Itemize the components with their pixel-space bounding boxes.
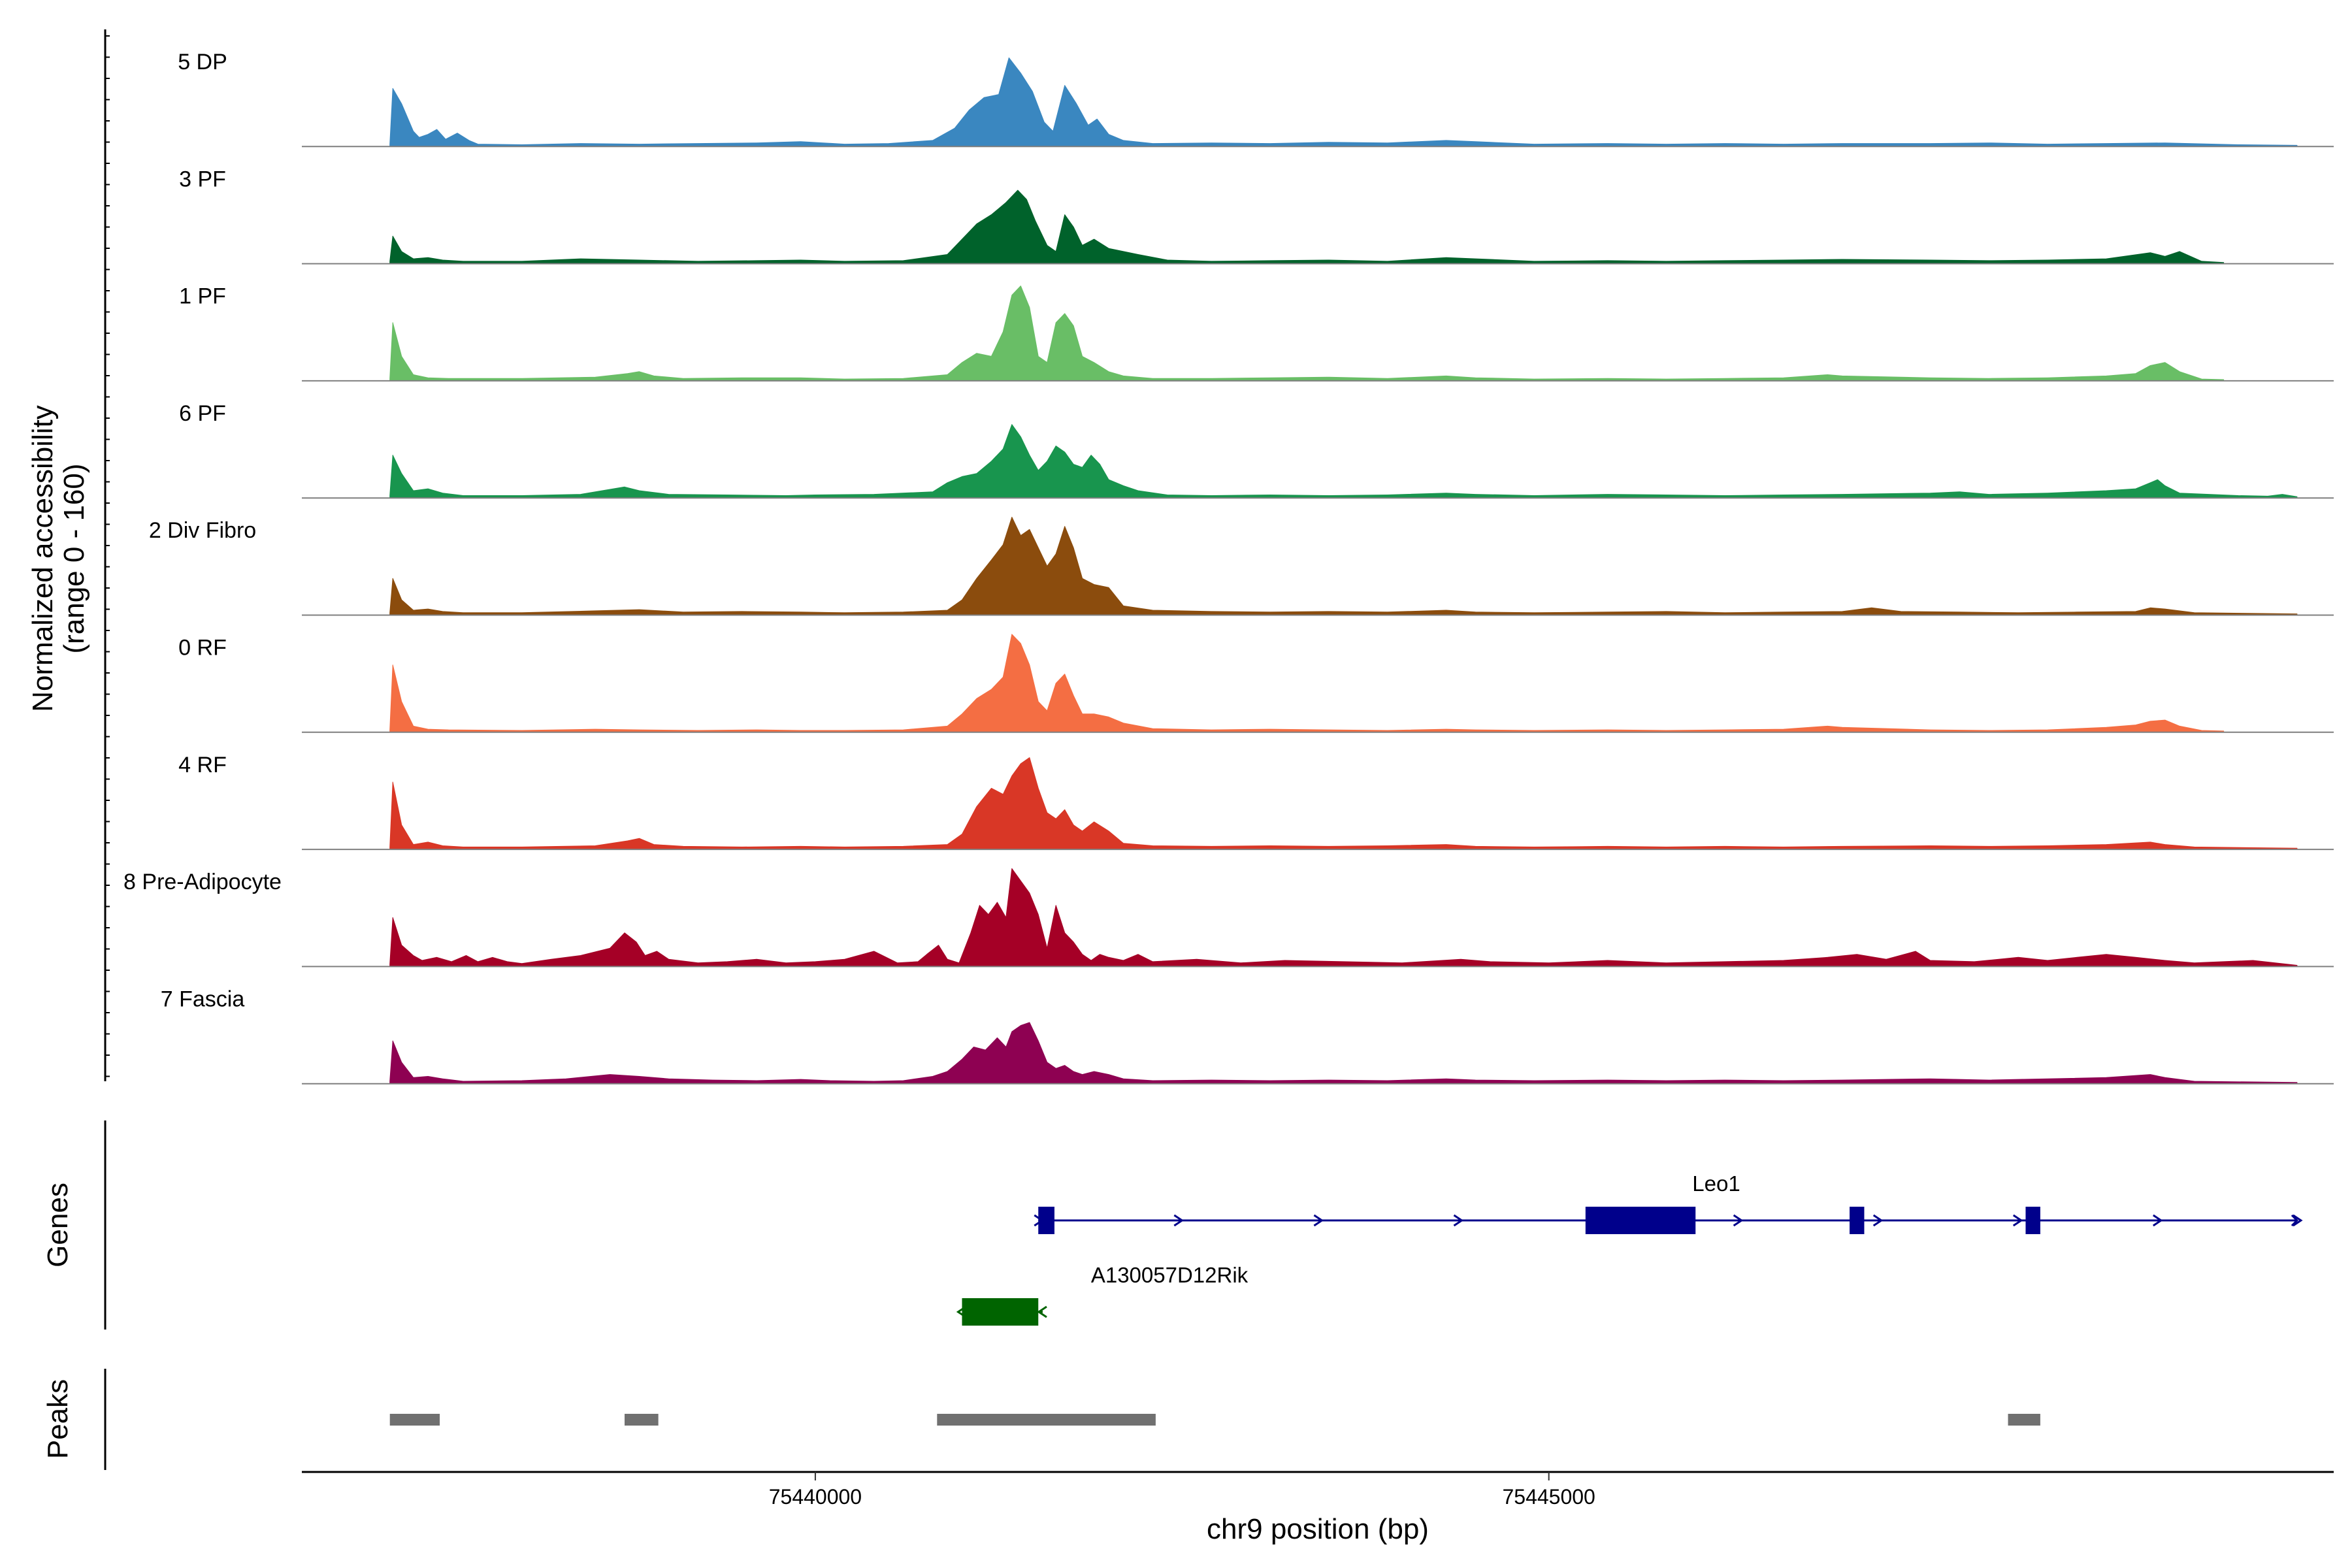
- strand-arrow: [1313, 1214, 1324, 1227]
- coverage-area-6-pf: [389, 424, 2298, 498]
- peak: [625, 1414, 659, 1426]
- track-3-pf: 3 PF: [179, 167, 2334, 265]
- coverage-y-axis-title: Normalized accessibility: [27, 405, 59, 711]
- strand-arrow: [1872, 1214, 1884, 1227]
- x-tick-label: 75440000: [769, 1485, 862, 1509]
- genes-panel: Leo1 A130057D12Rik: [956, 1171, 2303, 1326]
- genes-panel-title: Genes: [42, 1183, 74, 1267]
- gene-a130057d12rik: A130057D12Rik: [956, 1263, 1249, 1326]
- coverage-y-ticks: [105, 35, 110, 1077]
- exon: [1849, 1207, 1865, 1234]
- gene-label-a130057d12rik: A130057D12Rik: [1091, 1263, 1249, 1287]
- x-tick-label: 75445000: [1502, 1485, 1595, 1509]
- strand-arrow: [1037, 1305, 1047, 1318]
- exon: [962, 1298, 1039, 1326]
- track-label-2-div-fibro: 2 Div Fibro: [149, 518, 256, 543]
- strand-arrow: [2152, 1214, 2163, 1227]
- exon: [1585, 1207, 1696, 1234]
- peak: [389, 1414, 440, 1426]
- peak: [937, 1414, 1156, 1426]
- peaks-panel-title: Peaks: [42, 1379, 74, 1459]
- track-4-rf: 4 RF: [178, 753, 2334, 851]
- coverage-area-5-dp: [389, 57, 2298, 147]
- x-axis-ticks: 75440000 75445000: [769, 1472, 1595, 1509]
- coverage-area-2-div-fibro: [389, 517, 2298, 615]
- strand-arrow: [1173, 1214, 1184, 1227]
- gene-leo1: Leo1: [1034, 1171, 2303, 1234]
- coverage-area-4-rf: [389, 757, 2298, 850]
- strand-arrow: [1453, 1214, 1464, 1227]
- track-label-3-pf: 3 PF: [179, 167, 226, 191]
- coverage-area-1-pf: [389, 286, 2225, 382]
- track-7-fascia: 7 Fascia: [161, 987, 2334, 1085]
- track-6-pf: 6 PF: [179, 401, 2334, 499]
- coverage-y-axis-title-range: (range 0 - 160): [58, 463, 90, 653]
- track-label-7-fascia: 7 Fascia: [161, 987, 245, 1011]
- coverage-area-3-pf: [389, 189, 2225, 265]
- coverage-tracks: 5 DP 3 PF 1 PF 6 PF 2 Div Fibro 0 RF 4 RF 8 Pre…: [123, 50, 2334, 1085]
- track-0-rf: 0 RF: [178, 634, 2334, 733]
- coverage-area-8-pre-adipocyte: [389, 868, 2298, 967]
- track-2-div-fibro: 2 Div Fibro: [149, 517, 2334, 616]
- track-label-1-pf: 1 PF: [179, 284, 226, 309]
- track-1-pf: 1 PF: [179, 284, 2334, 382]
- strand-arrow: [2291, 1214, 2298, 1227]
- track-label-8-pre-adipocyte: 8 Pre-Adipocyte: [123, 870, 282, 894]
- track-label-4-rf: 4 RF: [178, 753, 227, 777]
- peak: [2008, 1414, 2040, 1426]
- strand-arrow: [1733, 1214, 1744, 1227]
- track-label-6-pf: 6 PF: [179, 401, 226, 426]
- strand-arrow: [2293, 1214, 2303, 1227]
- x-axis-title: chr9 position (bp): [1207, 1513, 1429, 1545]
- strand-arrow: [2012, 1214, 2023, 1227]
- track-label-0-rf: 0 RF: [178, 636, 227, 661]
- exon: [2025, 1207, 2040, 1234]
- track-5-dp: 5 DP: [178, 50, 2334, 148]
- peaks-panel: [389, 1414, 2040, 1426]
- exon: [1038, 1207, 1054, 1234]
- track-8-pre-adipocyte: 8 Pre-Adipocyte: [123, 868, 2334, 968]
- gene-label-leo1: Leo1: [1692, 1171, 1740, 1196]
- coverage-area-7-fascia: [389, 1022, 2298, 1085]
- coverage-area-0-rf: [389, 634, 2225, 733]
- track-label-5-dp: 5 DP: [178, 50, 227, 74]
